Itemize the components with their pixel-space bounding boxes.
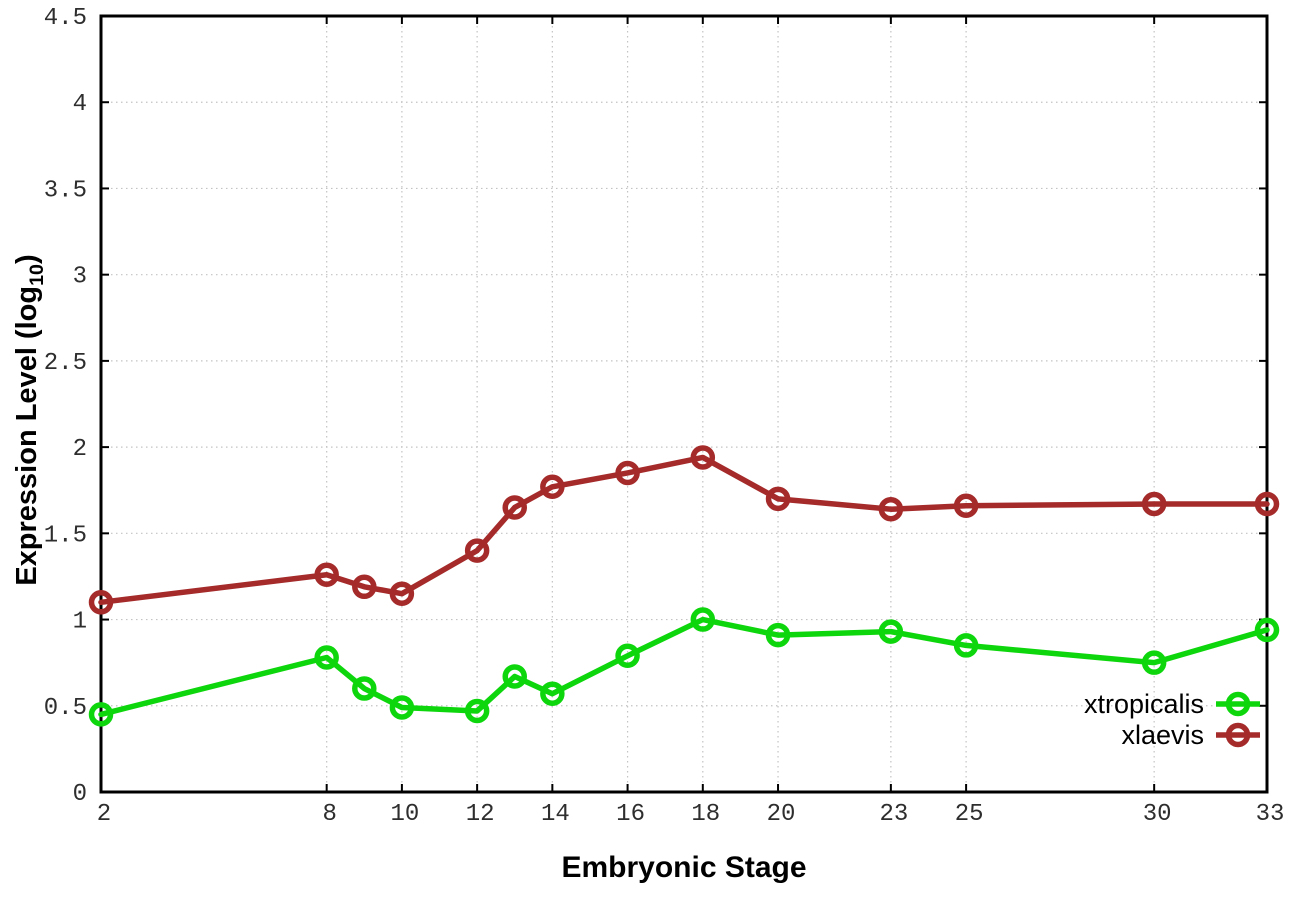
xlaevis-point xyxy=(953,493,979,518)
y-axis-title-subscript: 10 xyxy=(25,263,48,286)
xtropicalis-line-marker-icon xyxy=(1216,691,1260,717)
x-tick-label: 14 xyxy=(541,801,570,828)
x-tick-label: 33 xyxy=(1256,801,1285,828)
xtropicalis-point xyxy=(690,607,716,632)
y-tick-label: 0 xyxy=(73,781,87,808)
xlaevis-point xyxy=(464,538,490,563)
y-tick-label: 4.5 xyxy=(44,5,87,32)
xlaevis-point xyxy=(540,474,565,500)
xtropicalis-point xyxy=(389,695,415,720)
x-tick-label: 8 xyxy=(322,801,336,828)
legend-label-xlaevis: xlaevis xyxy=(1121,719,1204,750)
x-tick-label: 30 xyxy=(1143,801,1172,828)
y-tick-label: 3 xyxy=(73,264,87,291)
xlaevis-point xyxy=(352,574,377,600)
y-axis-title-close: ) xyxy=(11,254,44,264)
y-tick-label: 0.5 xyxy=(44,695,87,722)
xtropicalis-point xyxy=(502,664,527,689)
legend-item-xlaevis: xlaevis xyxy=(1121,720,1262,750)
y-tick-label: 3.5 xyxy=(44,177,87,204)
y-tick-label: 2.5 xyxy=(44,350,87,377)
y-tick-label: 2 xyxy=(73,436,87,463)
plot-border xyxy=(99,14,1269,794)
series-xlaevis xyxy=(88,445,1280,615)
xtropicalis-point xyxy=(1141,650,1167,675)
x-tick-label: 2 xyxy=(97,801,111,828)
xlaevis-point xyxy=(314,562,339,587)
xlaevis-point xyxy=(389,581,415,606)
xlaevis-point xyxy=(88,590,114,615)
y-axis-title-text: Expression Level (log xyxy=(11,285,44,586)
y-tick-label: 1 xyxy=(73,609,87,636)
series-xtropicalis xyxy=(88,607,1280,727)
x-tick-label: 18 xyxy=(691,801,720,828)
xtropicalis-point xyxy=(88,702,114,727)
xtropicalis-point xyxy=(1254,617,1280,643)
xtropicalis-point xyxy=(878,619,904,644)
tick-labels: 0 0.5 1 1.5 2 2.5 3 3.5 4 4.5 2 8 10 12 14 16 18 20 23 25 30… xyxy=(44,5,1285,828)
xlaevis-point xyxy=(690,445,716,470)
xlaevis-line-marker-icon xyxy=(1216,722,1260,748)
tick-marks xyxy=(100,15,1268,793)
xtropicalis-point xyxy=(352,676,377,701)
xtropicalis-point xyxy=(314,645,339,670)
xlaevis-point xyxy=(502,495,527,520)
legend: xtropicalis xlaevis xyxy=(1084,689,1262,750)
xlaevis-point xyxy=(1141,491,1167,517)
xtropicalis-point xyxy=(464,698,490,724)
xlaevis-point xyxy=(765,486,791,512)
x-tick-label: 23 xyxy=(879,801,908,828)
y-tick-label: 1.5 xyxy=(44,522,87,549)
y-axis-title: Expression Level (log10) xyxy=(11,254,49,585)
xlaevis-line xyxy=(98,454,1270,606)
x-tick-label: 10 xyxy=(390,801,419,828)
x-tick-label: 20 xyxy=(767,801,796,828)
gridlines xyxy=(101,16,1267,792)
xtropicalis-point xyxy=(765,622,791,648)
x-axis-title: Embryonic Stage xyxy=(561,851,807,884)
legend-label-xtropicalis: xtropicalis xyxy=(1083,688,1204,719)
xlaevis-point xyxy=(1254,491,1280,517)
xtropicalis-point xyxy=(953,633,979,658)
x-tick-label: 16 xyxy=(616,801,645,828)
xtropicalis-point xyxy=(540,681,565,706)
xlaevis-point xyxy=(878,496,904,522)
x-tick-label: 25 xyxy=(955,801,984,828)
xlaevis-point xyxy=(615,460,640,486)
y-tick-label: 4 xyxy=(73,91,87,118)
legend-item-xtropicalis: xtropicalis xyxy=(1084,689,1262,719)
xtropicalis-point xyxy=(615,643,640,669)
x-tick-label: 12 xyxy=(466,801,495,828)
